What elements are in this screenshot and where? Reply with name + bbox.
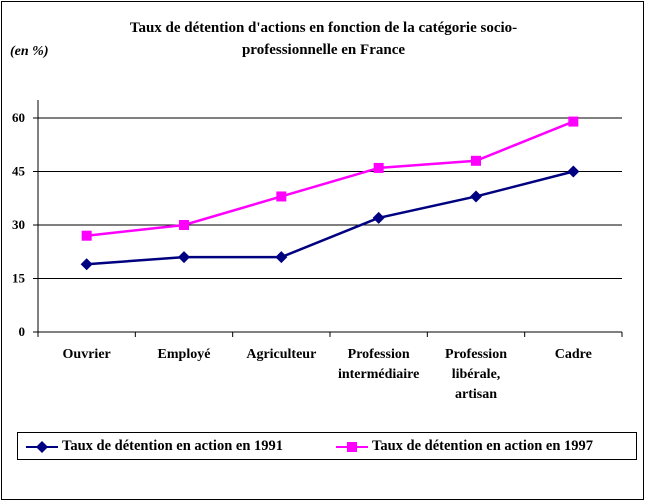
- chart-title-line2: professionnelle en France: [241, 42, 406, 58]
- y-tick-label-15: 15: [12, 271, 26, 286]
- data-point-0-3: [372, 211, 385, 224]
- chart-title-line1: Taux de détention d'actions en fonction …: [129, 20, 518, 36]
- data-point-1-3: [373, 162, 384, 173]
- data-point-0-1: [178, 251, 190, 264]
- legend-marker-1991: [36, 441, 48, 453]
- x-tick-label-4-0: Profession: [445, 347, 507, 362]
- legend: Taux de détention en action en 1991 Taux…: [17, 432, 637, 460]
- line-chart: 0 15 30 45 60 Ouvrier Employé Agriculteur Profes…: [12, 100, 623, 402]
- x-tick-label-3-0: Profession: [348, 347, 410, 362]
- y-tick-label-60: 60: [12, 110, 25, 125]
- legend-label-1997: Taux de détention en action en 1997: [372, 438, 594, 454]
- unit-label: (en %): [10, 44, 49, 59]
- series-line-0: [86, 170, 574, 266]
- x-tick-label-5-0: Cadre: [555, 347, 592, 362]
- data-point-0-4: [470, 190, 482, 203]
- data-point-1-4: [471, 155, 481, 166]
- data-point-1-2: [276, 191, 287, 202]
- y-tick-label-30: 30: [12, 217, 25, 232]
- x-tick-label-3-1: intermédiaire: [338, 367, 419, 382]
- x-tick-label-1-0: Employé: [158, 347, 211, 362]
- y-tick-label-45: 45: [12, 164, 26, 179]
- data-point-1-0: [81, 230, 92, 241]
- y-tick-label-0: 0: [19, 324, 26, 339]
- data-point-0-5: [567, 165, 580, 178]
- legend-marker-shape-1: [347, 442, 357, 452]
- series-line-1: [86, 120, 574, 237]
- x-tick-label-4-1: libérale,: [452, 367, 501, 382]
- legend-label-1991: Taux de détention en action en 1991: [62, 438, 284, 454]
- legend-marker-1997: [347, 442, 357, 452]
- x-tick-label-0-0: Ouvrier: [63, 347, 111, 362]
- data-point-1-5: [568, 116, 579, 127]
- data-point-1-1: [179, 220, 189, 230]
- data-point-0-0: [80, 258, 93, 271]
- x-tick-label-4-2: artisan: [455, 387, 497, 402]
- data-point-0-2: [275, 251, 288, 264]
- x-tick-label-2-0: Agriculteur: [246, 347, 316, 362]
- legend-marker-shape-0: [36, 441, 48, 453]
